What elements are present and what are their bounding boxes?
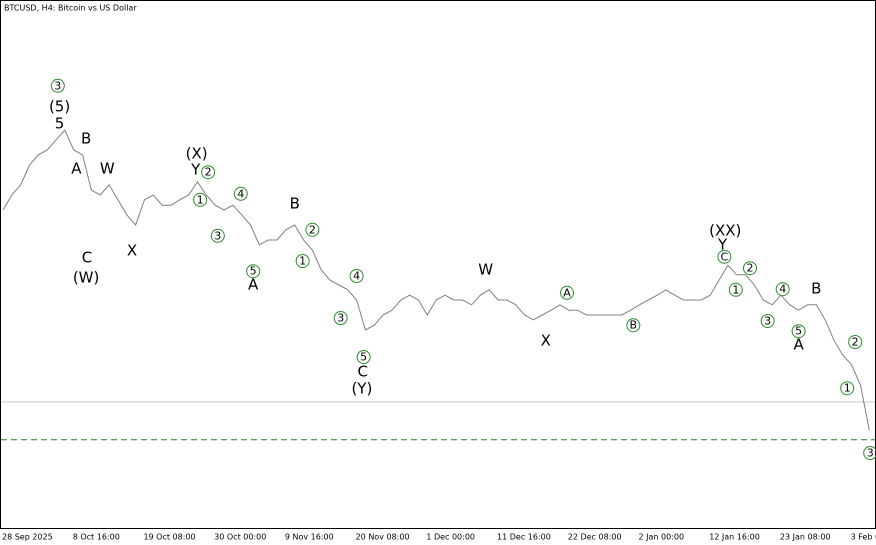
- wave-label: X: [127, 241, 137, 259]
- wave-circle: [305, 222, 320, 237]
- wave-label: 3: [764, 315, 771, 328]
- x-tick-label: 9 Nov 16:00: [285, 533, 334, 542]
- x-tick-label: 22 Dec 08:00: [568, 533, 622, 542]
- wave-label: (Y): [351, 379, 372, 397]
- wave-label: 3: [54, 79, 61, 92]
- wave-label: B: [290, 195, 300, 213]
- wave-label: 1: [844, 382, 851, 395]
- wave-circle: [246, 264, 261, 279]
- wave-circle: [840, 381, 855, 396]
- wave-label: C: [358, 363, 368, 381]
- wave-label: Y: [717, 235, 728, 253]
- wave-circle: [193, 192, 208, 207]
- wave-circle: [50, 78, 65, 93]
- wave-label: (XX): [709, 222, 741, 240]
- wave-label: 5: [55, 115, 65, 133]
- wave-label: 1: [732, 283, 739, 296]
- x-tick-label: 1 Dec 00:00: [426, 533, 475, 542]
- plot-frame: [0, 0, 876, 529]
- wave-circle: [728, 282, 743, 297]
- wave-label: 3: [867, 447, 874, 460]
- wave-label: 3: [337, 312, 344, 325]
- wave-label: 4: [779, 283, 786, 296]
- wave-label: 2: [746, 262, 753, 275]
- wave-label: (W): [73, 268, 100, 286]
- x-tick-label: 8 Oct 16:00: [73, 533, 120, 542]
- wave-label: B: [630, 319, 638, 332]
- price-line: [2, 129, 870, 431]
- wave-label: (5): [49, 97, 70, 115]
- wave-label: C: [721, 250, 729, 263]
- wave-label: A: [563, 286, 571, 299]
- wave-label: C: [82, 249, 92, 267]
- x-tick-label: 30 Oct 00:00: [214, 533, 266, 542]
- x-tick-label: 19 Oct 08:00: [143, 533, 195, 542]
- wave-circle: [559, 285, 574, 300]
- wave-label: A: [71, 160, 82, 178]
- wave-label: 2: [205, 166, 212, 179]
- wave-circle: [295, 254, 310, 268]
- wave-circle: [775, 282, 790, 297]
- wave-circle: [742, 261, 757, 276]
- wave-label: B: [81, 130, 91, 148]
- wave-label: 1: [299, 255, 306, 268]
- x-tick-label: 28 Sep 2025: [2, 533, 53, 542]
- chart-title: BTCUSD, H4: Bitcoin vs US Dollar: [4, 4, 137, 13]
- wave-circle: [791, 324, 806, 339]
- wave-label: A: [248, 276, 259, 294]
- x-tick-label: 23 Jan 08:00: [780, 533, 831, 542]
- wave-label: 2: [852, 336, 859, 349]
- wave-circle: [760, 314, 775, 328]
- wave-label: A: [793, 336, 804, 354]
- wave-label: 5: [360, 351, 367, 364]
- wave-label: 4: [353, 270, 360, 283]
- x-tick-label: 11 Dec 16:00: [497, 533, 551, 542]
- wave-label: W: [100, 160, 115, 178]
- wave-circle: [356, 350, 371, 364]
- wave-circle: [210, 228, 225, 243]
- wave-circle: [233, 186, 248, 201]
- wave-circle: [333, 311, 348, 325]
- wave-label: 5: [795, 325, 802, 338]
- wave-label: B: [811, 280, 821, 298]
- wave-label: W: [478, 261, 493, 279]
- wave-circle: [863, 446, 876, 460]
- wave-label: 2: [309, 223, 316, 236]
- x-tick-label: 3 Feb 0: [851, 533, 876, 542]
- wave-circle: [717, 249, 732, 264]
- x-tick-label: 2 Jan 00:00: [638, 533, 684, 542]
- wave-label: 5: [250, 265, 257, 278]
- wave-circle: [626, 318, 641, 333]
- x-tick-label: 12 Jan 16:00: [709, 533, 760, 542]
- wave-circle: [349, 269, 364, 283]
- wave-label: 4: [237, 187, 244, 200]
- wave-label: Y: [190, 160, 201, 178]
- wave-label: (X): [186, 145, 208, 163]
- x-tick-label: 20 Nov 08:00: [356, 533, 410, 542]
- wave-label: 1: [197, 193, 204, 206]
- wave-circle: [201, 165, 216, 180]
- wave-label: X: [541, 331, 551, 349]
- wave-circle: [848, 335, 863, 349]
- wave-label: 3: [214, 229, 221, 242]
